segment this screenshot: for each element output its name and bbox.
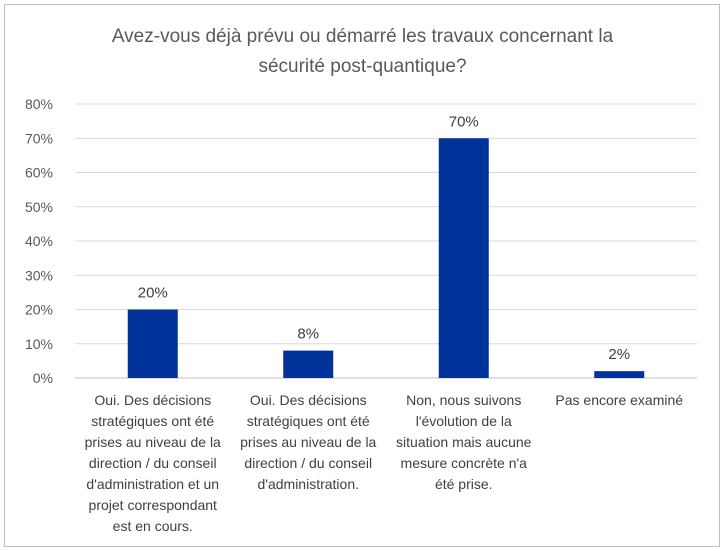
category-label: Oui. Des décisions stratégiques ont été pr… xyxy=(232,390,384,495)
y-tick-label: 10% xyxy=(25,336,53,352)
category-label-line: été prise. xyxy=(434,476,493,492)
category-label-line: direction / du conseil xyxy=(244,455,373,471)
chart-title-line-1: Avez-vous déjà prévu ou démarré les trav… xyxy=(111,26,614,47)
bar xyxy=(127,309,178,378)
y-tick-label: 20% xyxy=(25,302,53,318)
chart-title-line-2: sécurité post-quantique? xyxy=(258,56,467,77)
y-tick-label: 40% xyxy=(25,233,53,249)
y-tick-label: 60% xyxy=(25,165,53,181)
data-label: 2% xyxy=(608,346,630,363)
category-label-line: Pas encore examiné xyxy=(555,392,684,408)
bar xyxy=(594,371,645,378)
data-label: 70% xyxy=(449,113,479,130)
y-tick-label: 30% xyxy=(25,267,53,283)
data-label: 20% xyxy=(138,285,168,302)
category-label: Non, nous suivons l'évolution de la situat… xyxy=(388,390,540,495)
category-label: Pas encore examiné xyxy=(543,390,695,411)
chart-title: Avez-vous déjà prévu ou démarré les trav… xyxy=(0,22,725,82)
category-label: Oui. Des décisions stratégiques ont été pr… xyxy=(77,390,229,537)
category-label-line: Oui. Des décisions xyxy=(249,392,367,408)
category-label-line: direction / du conseil xyxy=(88,455,217,471)
y-tick-label: 50% xyxy=(25,199,53,215)
category-label-line: Oui. Des décisions xyxy=(94,392,212,408)
bar xyxy=(438,138,489,378)
category-label-line: prises au niveau de la xyxy=(240,434,377,450)
category-label-line: est en cours. xyxy=(112,518,193,534)
category-label-line: stratégiques ont été xyxy=(91,413,215,429)
category-label-line: mesure concrète n'a xyxy=(400,455,527,471)
y-tick-label: 80% xyxy=(25,96,53,112)
category-label-line: d'administration. xyxy=(257,476,360,492)
category-label-line: Non, nous suivons xyxy=(406,392,522,408)
data-label: 8% xyxy=(297,326,319,343)
category-label-line: d'administration et un xyxy=(86,476,220,492)
y-tick-label: 0% xyxy=(33,370,53,386)
category-label-line: projet correspondant xyxy=(88,497,217,513)
bar xyxy=(283,350,334,378)
category-label-line: stratégiques ont été xyxy=(246,413,370,429)
y-tick-label: 70% xyxy=(25,130,53,146)
category-label-line: l'évolution de la xyxy=(415,413,512,429)
category-label-line: prises au niveau de la xyxy=(84,434,221,450)
category-label-line: situation mais aucune xyxy=(396,434,532,450)
